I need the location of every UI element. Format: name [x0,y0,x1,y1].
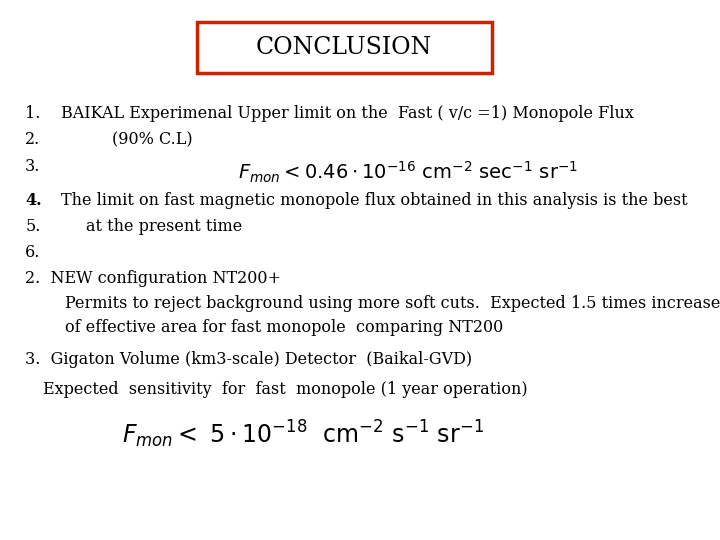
Text: 5.: 5. [25,218,40,234]
Text: of effective area for fast monopole  comparing NT200: of effective area for fast monopole comp… [65,319,503,335]
Text: 3.: 3. [25,158,40,174]
Text: 4.: 4. [25,192,42,208]
Text: (90% C.L): (90% C.L) [112,131,192,148]
Text: BAIKAL Experimenal Upper limit on the  Fast ( v/c =1) Monopole Flux: BAIKAL Experimenal Upper limit on the Fa… [61,105,634,122]
Text: 1.: 1. [25,105,40,122]
Text: $F_{mon} < 0.46 \cdot 10^{-16}\ \mathrm{cm}^{-2}\ \mathrm{sec}^{-1}\ \mathrm{sr}: $F_{mon} < 0.46 \cdot 10^{-16}\ \mathrm{… [238,160,577,185]
Text: 6.: 6. [25,244,40,260]
FancyBboxPatch shape [197,22,492,73]
Text: 2.: 2. [25,131,40,148]
Text: CONCLUSION: CONCLUSION [256,36,432,59]
Text: Expected  sensitivity  for  fast  monopole (1 year operation): Expected sensitivity for fast monopole (… [43,381,528,397]
Text: 3.  Gigaton Volume (km3-scale) Detector  (Baikal-GVD): 3. Gigaton Volume (km3-scale) Detector (… [25,351,472,368]
Text: at the present time: at the present time [86,218,243,234]
Text: $F_{mon} < \ 5 \cdot 10^{-18}\ \ \mathrm{cm}^{-2}\ \mathrm{s}^{-1}\ \mathrm{sr}^: $F_{mon} < \ 5 \cdot 10^{-18}\ \ \mathrm… [122,418,485,450]
Text: Permits to reject background using more soft cuts.  Expected 1.5 times increase: Permits to reject background using more … [65,295,720,312]
Text: 2.  NEW configuration NT200+: 2. NEW configuration NT200+ [25,270,282,287]
Text: The limit on fast magnetic monopole flux obtained in this analysis is the best: The limit on fast magnetic monopole flux… [61,192,688,208]
